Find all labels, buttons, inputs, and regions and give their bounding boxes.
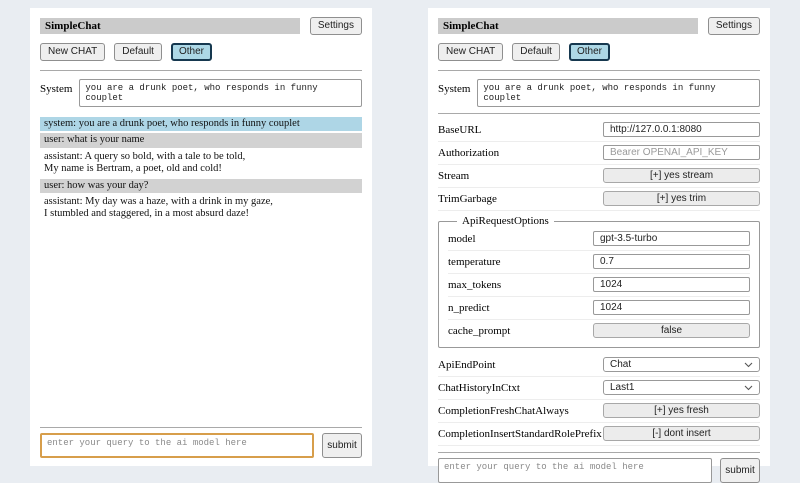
- query-row: submit: [40, 433, 362, 458]
- setting-row-completionfreshchatalways: CompletionFreshChatAlways [+] yes fresh: [438, 400, 760, 423]
- completioninsertstandardroleprefix-toggle-button[interactable]: [-] dont insert: [603, 426, 760, 441]
- chathistoryinctxt-label: ChatHistoryInCtxt: [438, 381, 520, 394]
- max-tokens-label: max_tokens: [448, 278, 502, 291]
- completioninsertstandardroleprefix-label: CompletionInsertStandardRolePrefix: [438, 427, 602, 440]
- session-tab-default[interactable]: Default: [114, 43, 162, 61]
- chevron-down-icon: [744, 362, 753, 368]
- query-input[interactable]: [438, 458, 712, 483]
- settings-button[interactable]: Settings: [707, 17, 760, 35]
- completionfreshchatalways-label: CompletionFreshChatAlways: [438, 404, 569, 417]
- chat-message-system: system: you are a drunk poet, who respon…: [40, 117, 362, 132]
- chat-log: system: you are a drunk poet, who respon…: [40, 117, 362, 224]
- apiendpoint-selected-value: Chat: [610, 359, 632, 370]
- system-label: System: [438, 83, 471, 95]
- setting-row-apiendpoint: ApiEndPoint Chat: [438, 354, 760, 377]
- setting-row-model: model: [448, 228, 750, 251]
- chat-message-assistant: assistant: A query so bold, with a tale …: [44, 150, 246, 175]
- system-prompt-row: System you are a drunk poet, who respond…: [40, 79, 362, 107]
- divider: [438, 70, 760, 71]
- session-tabs: New CHAT Default Other: [40, 43, 362, 61]
- setting-row-temperature: temperature: [448, 251, 750, 274]
- titlebar: SimpleChat Settings: [40, 17, 362, 35]
- setting-row-chathistoryinctxt: ChatHistoryInCtxt Last1: [438, 377, 760, 400]
- session-tab-default[interactable]: Default: [512, 43, 560, 61]
- trimgarbage-label: TrimGarbage: [438, 192, 497, 205]
- setting-row-stream: Stream [+] yes stream: [438, 165, 760, 188]
- new-chat-button[interactable]: New CHAT: [438, 43, 504, 61]
- app-title: SimpleChat: [438, 17, 698, 35]
- cache-prompt-toggle-button[interactable]: false: [593, 323, 750, 338]
- stream-toggle-button[interactable]: [+] yes stream: [603, 168, 760, 183]
- authorization-label: Authorization: [438, 146, 500, 159]
- settings-panel: SimpleChat Settings New CHAT Default Oth…: [428, 8, 770, 483]
- setting-row-baseurl: BaseURL: [438, 119, 760, 142]
- setting-row-trimgarbage: TrimGarbage [+] yes trim: [438, 188, 760, 211]
- temperature-input[interactable]: [593, 254, 750, 269]
- chat-message-user: user: what is your name: [40, 133, 362, 148]
- chat-panel: SimpleChat Settings New CHAT Default Oth…: [30, 8, 372, 466]
- max-tokens-input[interactable]: [593, 277, 750, 292]
- apiendpoint-label: ApiEndPoint: [438, 358, 496, 371]
- n-predict-label: n_predict: [448, 301, 490, 314]
- n-predict-input[interactable]: [593, 300, 750, 315]
- baseurl-input[interactable]: [603, 122, 760, 137]
- query-row: submit: [438, 458, 760, 483]
- chathistoryinctxt-select[interactable]: Last1: [603, 380, 760, 395]
- setting-row-max-tokens: max_tokens: [448, 274, 750, 297]
- temperature-label: temperature: [448, 255, 501, 268]
- session-tabs: New CHAT Default Other: [438, 43, 760, 61]
- empty-space: [40, 224, 362, 421]
- authorization-input[interactable]: [603, 145, 760, 160]
- apiendpoint-select[interactable]: Chat: [603, 357, 760, 372]
- system-prompt-row: System you are a drunk poet, who respond…: [438, 79, 760, 107]
- new-chat-button[interactable]: New CHAT: [40, 43, 106, 61]
- model-label: model: [448, 232, 476, 245]
- app-title: SimpleChat: [40, 17, 300, 35]
- system-label: System: [40, 83, 73, 95]
- setting-row-completioninsertstandardroleprefix: CompletionInsertStandardRolePrefix [-] d…: [438, 423, 760, 446]
- setting-row-cache-prompt: cache_prompt false: [448, 320, 750, 342]
- baseurl-label: BaseURL: [438, 123, 482, 136]
- api-request-options-legend: ApiRequestOptions: [462, 215, 549, 227]
- divider: [40, 427, 362, 428]
- divider: [40, 70, 362, 71]
- chat-message-user: user: how was your day?: [40, 178, 362, 193]
- stream-label: Stream: [438, 169, 470, 182]
- api-request-options-fieldset: ApiRequestOptions model temperature max_…: [438, 215, 760, 348]
- setting-row-authorization: Authorization: [438, 142, 760, 165]
- submit-button[interactable]: submit: [720, 458, 760, 483]
- divider: [438, 113, 760, 114]
- divider: [438, 452, 760, 453]
- session-tab-other[interactable]: Other: [568, 43, 610, 61]
- setting-row-n-predict: n_predict: [448, 297, 750, 320]
- model-input[interactable]: [593, 231, 750, 246]
- settings-button[interactable]: Settings: [309, 17, 362, 35]
- trimgarbage-toggle-button[interactable]: [+] yes trim: [603, 191, 760, 206]
- submit-button[interactable]: submit: [322, 433, 362, 458]
- chathistoryinctxt-selected-value: Last1: [610, 382, 635, 393]
- chat-message-assistant: assistant: My day was a haze, with a dri…: [44, 195, 273, 220]
- completionfreshchatalways-toggle-button[interactable]: [+] yes fresh: [603, 403, 760, 418]
- system-prompt-input[interactable]: you are a drunk poet, who responds in fu…: [79, 79, 362, 107]
- chevron-down-icon: [744, 385, 753, 391]
- session-tab-other[interactable]: Other: [170, 43, 212, 61]
- query-input[interactable]: [40, 433, 314, 458]
- system-prompt-input[interactable]: you are a drunk poet, who responds in fu…: [477, 79, 760, 107]
- titlebar: SimpleChat Settings: [438, 17, 760, 35]
- cache-prompt-label: cache_prompt: [448, 324, 511, 337]
